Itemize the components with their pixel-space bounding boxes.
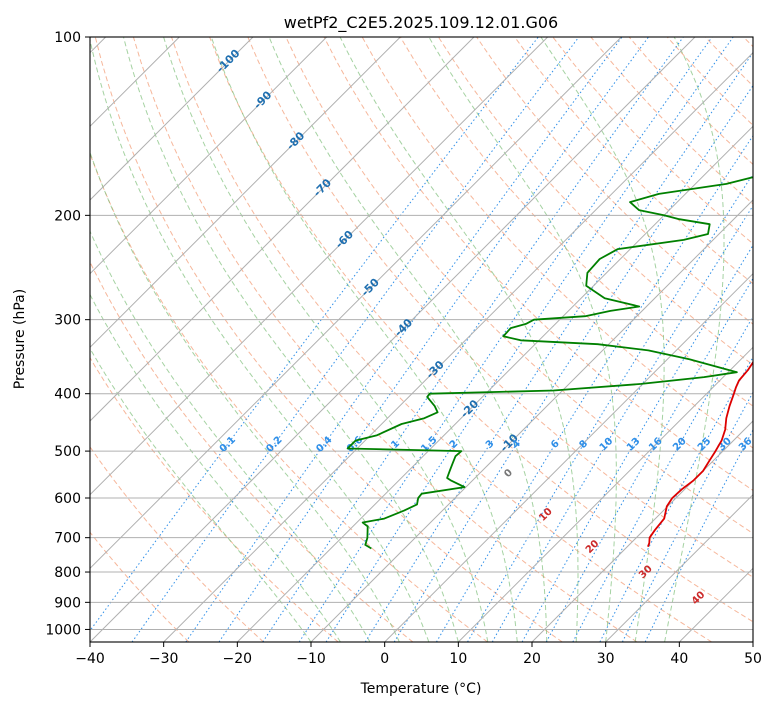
mixing-ratio-label: 3: [484, 438, 497, 451]
dry-adiabat-line: [705, 37, 775, 642]
dry-adiabat-line: [0, 37, 338, 642]
isotherm-line: [311, 37, 775, 642]
y-tick-label: 900: [54, 595, 81, 611]
dry-adiabat-line: [57, 37, 488, 642]
y-axis-label: Pressure (hPa): [12, 289, 28, 389]
moist-adiabat-label: 30: [637, 564, 655, 582]
x-tick-label: 20: [523, 651, 541, 667]
dry-adiabat-line: [744, 37, 775, 642]
isotherm-line: [164, 37, 769, 642]
mixing-ratio-line: [263, 37, 684, 642]
y-tick-label: 400: [54, 387, 81, 403]
mixing-ratio-line: [546, 37, 775, 642]
x-tick-label: −10: [296, 651, 326, 667]
isotherm-line: [753, 37, 775, 642]
isotherm-label: -20: [458, 397, 481, 420]
isotherm-line: [237, 37, 775, 642]
moist-adiabat-line: [211, 37, 517, 642]
mixing-ratio-label: 8: [578, 438, 591, 451]
isotherm-line: [0, 37, 253, 642]
moist-adiabat-line: [164, 37, 488, 642]
x-tick-label: −20: [223, 651, 253, 667]
isotherm-line: [0, 37, 327, 642]
mixing-ratio-label: 0.4: [314, 434, 334, 454]
isotherm-label: -30: [424, 358, 447, 381]
plot-frame: [90, 37, 753, 642]
mixing-ratio-line: [365, 37, 764, 642]
dry-adiabat-line: [19, 37, 413, 642]
isotherm-line: [16, 37, 621, 642]
x-axis-label: Temperature (°C): [360, 681, 482, 697]
isotherm-line: [0, 37, 474, 642]
y-tick-label: 600: [54, 491, 81, 507]
mixing-ratio-line: [573, 37, 775, 642]
y-tick-label: 300: [54, 313, 81, 329]
x-tick-label: 50: [744, 651, 762, 667]
moist-adiabat-line: [0, 37, 311, 642]
isotherm-line: [532, 37, 775, 642]
moist-adiabat-label: 0: [502, 467, 515, 480]
moist-adiabat-label: 20: [584, 538, 602, 556]
moist-adiabat-line: [60, 37, 400, 642]
mixing-ratio-label: 6: [549, 438, 562, 451]
x-tick-label: −40: [75, 651, 105, 667]
y-tick-label: 500: [54, 444, 81, 460]
moist-adiabat-line: [10, 37, 341, 642]
moist-adiabat-label: 40: [690, 590, 708, 608]
mixing-ratio-line: [492, 37, 775, 642]
dry-adiabat-line: [667, 37, 775, 642]
plot-background-lines: [0, 37, 775, 642]
x-tick-label: 10: [449, 651, 467, 667]
mixing-ratio-line: [132, 37, 579, 642]
temperature-trace: [648, 37, 775, 547]
dry-adiabat-line: [591, 37, 775, 642]
chart-title: wetPf2_C2E5.2025.109.12.01.G06: [284, 13, 558, 33]
dry-adiabat-line: [172, 37, 712, 642]
moist-adiabat-line: [124, 37, 459, 642]
x-tick-label: −30: [149, 651, 179, 667]
mixing-ratio-line: [645, 37, 775, 642]
isotherm-line: [0, 37, 400, 642]
moist-adiabat-line: [89, 37, 429, 642]
y-tick-label: 700: [54, 531, 81, 547]
mixing-ratio-label: 0.6: [345, 434, 365, 454]
y-tick-label: 200: [54, 208, 81, 224]
y-tick-label: 1000: [45, 622, 81, 638]
isotherm-line: [458, 37, 775, 642]
mixing-ratio-label: 1.5: [419, 434, 439, 454]
x-tick-label: 0: [380, 651, 389, 667]
isotherm-line: [679, 37, 775, 642]
isotherm-line: [90, 37, 695, 642]
y-tick-label: 100: [54, 30, 81, 46]
mixing-ratio-line: [186, 37, 622, 642]
moist-adiabat-line: [665, 37, 724, 642]
x-tick-label: 40: [670, 651, 688, 667]
moist-adiabat-line: [269, 37, 547, 642]
dry-adiabat-line: [438, 37, 775, 642]
mixing-ratio-line: [299, 37, 712, 642]
isotherm-line: [385, 37, 775, 642]
y-tick-label: 800: [54, 565, 81, 581]
x-tick-label: 30: [597, 651, 615, 667]
dry-adiabat-line: [0, 37, 263, 642]
dry-adiabat-line: [0, 37, 189, 642]
moist-adiabat-label: 10: [537, 506, 555, 524]
